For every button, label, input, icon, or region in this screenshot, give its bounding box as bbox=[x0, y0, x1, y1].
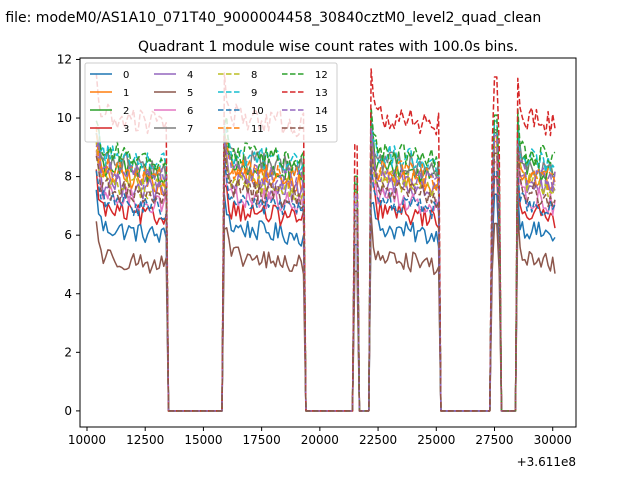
y-axis: 0 2 4 6 8 10 12 bbox=[57, 52, 80, 418]
x-axis: 10000 12500 15000 17500 20000 22500 25000 27500… bbox=[68, 427, 572, 447]
legend-label-0: 0 bbox=[123, 70, 129, 81]
y-tick-label: 6 bbox=[64, 228, 72, 242]
legend-label-14: 14 bbox=[315, 106, 328, 117]
x-tick-label: 22500 bbox=[359, 433, 397, 447]
series-line-15 bbox=[95, 144, 556, 412]
legend-label-3: 3 bbox=[123, 124, 129, 135]
series-line-0 bbox=[95, 189, 556, 412]
series-line-3 bbox=[95, 166, 556, 412]
plot-series-group bbox=[95, 68, 556, 412]
legend-frame bbox=[84, 62, 338, 143]
x-tick-label: 25000 bbox=[417, 433, 455, 447]
legend-label-13: 13 bbox=[315, 88, 328, 99]
legend-label-7: 7 bbox=[187, 124, 193, 135]
x-tick-label: 12500 bbox=[126, 433, 164, 447]
y-tick-label: 10 bbox=[57, 111, 72, 125]
legend-label-6: 6 bbox=[187, 106, 193, 117]
y-tick-label: 12 bbox=[57, 52, 72, 66]
figure-suptitle: n file: modeM0/AS1A10_071T40_9000004458_… bbox=[0, 10, 541, 26]
x-tick-label: 10000 bbox=[68, 433, 106, 447]
y-tick-label: 4 bbox=[64, 287, 72, 301]
legend-label-5: 5 bbox=[187, 88, 193, 99]
legend-label-2: 2 bbox=[123, 106, 129, 117]
axes-frame bbox=[79, 57, 577, 428]
y-tick-label: 0 bbox=[64, 404, 72, 418]
legend-label-4: 4 bbox=[187, 70, 193, 81]
legend-label-11: 11 bbox=[251, 124, 264, 135]
y-tick-label: 8 bbox=[64, 170, 72, 184]
legend-label-10: 10 bbox=[251, 106, 264, 117]
x-tick-label: 15000 bbox=[184, 433, 222, 447]
x-axis-offset-label: +3.611e8 bbox=[517, 455, 576, 469]
legend-label-1: 1 bbox=[123, 88, 129, 99]
legend-label-9: 9 bbox=[251, 88, 257, 99]
legend-label-12: 12 bbox=[315, 70, 328, 81]
x-tick-label: 30000 bbox=[534, 433, 572, 447]
x-tick-label: 20000 bbox=[301, 433, 339, 447]
legend-label-15: 15 bbox=[315, 124, 328, 135]
chart-title: Quadrant 1 module wise count rates with … bbox=[138, 39, 518, 55]
series-line-5 bbox=[95, 213, 556, 412]
x-tick-label: 27500 bbox=[475, 433, 513, 447]
x-tick-label: 17500 bbox=[243, 433, 281, 447]
legend-label-8: 8 bbox=[251, 70, 257, 81]
y-tick-label: 2 bbox=[64, 345, 72, 359]
